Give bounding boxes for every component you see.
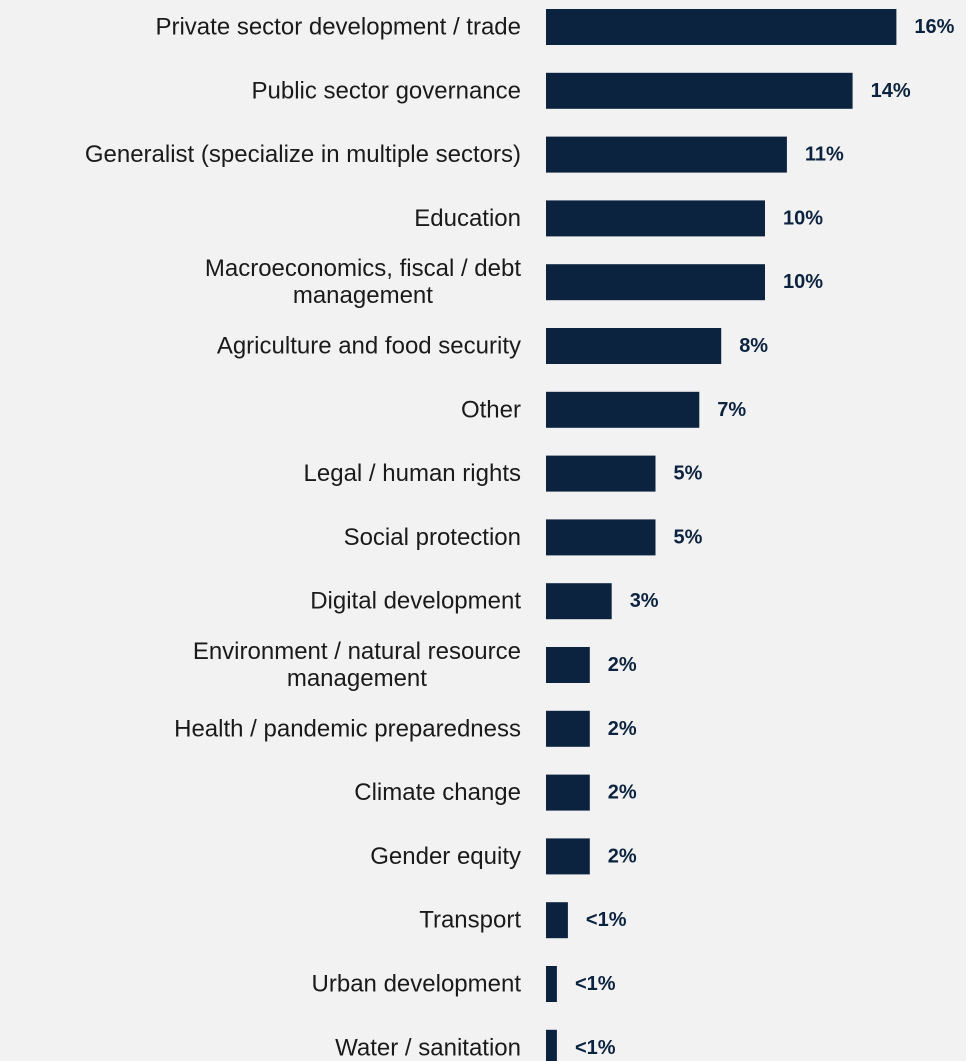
- bar: [546, 455, 656, 492]
- category-label: Gender equity: [370, 843, 521, 870]
- category-label: Climate change: [354, 779, 521, 806]
- bar: [546, 200, 765, 237]
- bar: [546, 328, 722, 364]
- category-label-line: Agriculture and food security: [217, 333, 521, 360]
- data-label: 2%: [608, 845, 637, 867]
- category-label-line: Other: [461, 396, 521, 423]
- category-label-line: Private sector development / trade: [155, 14, 521, 41]
- data-label: <1%: [575, 973, 616, 995]
- data-label: 3%: [630, 590, 659, 612]
- category-label: Legal / human rights: [304, 460, 521, 487]
- bar: [546, 966, 557, 1002]
- category-label: Other: [461, 396, 521, 423]
- category-label-line: Water / sanitation: [335, 1034, 521, 1061]
- category-label: Water / sanitation: [335, 1034, 521, 1061]
- data-label: <1%: [586, 909, 627, 931]
- bar: [546, 902, 568, 939]
- category-label-line: Generalist (specialize in multiple secto…: [85, 141, 521, 168]
- category-label-line: Macroeconomics, fiscal / debt: [205, 255, 521, 282]
- category-label-line: Gender equity: [370, 843, 521, 870]
- data-label: 14%: [871, 80, 911, 102]
- data-label: 16%: [914, 16, 954, 38]
- bar: [546, 838, 590, 875]
- data-label: 10%: [783, 271, 823, 293]
- category-label-line: Education: [414, 205, 521, 232]
- category-label: Education: [414, 205, 521, 232]
- category-label: Transport: [419, 907, 521, 934]
- category-label: Digital development: [310, 588, 521, 615]
- bar: [546, 9, 897, 45]
- bar: [546, 583, 612, 620]
- value-labels-group: 16% 14% 11% 10% 10% 8% 7% 5% 5% 3% 2% 2% 2% 2% <1% <1% <…: [575, 16, 955, 1059]
- bar: [546, 774, 590, 811]
- data-label: 8%: [739, 335, 768, 357]
- category-label: Urban development: [312, 971, 522, 998]
- data-label: 2%: [608, 782, 637, 804]
- bar: [546, 647, 590, 683]
- category-label-line: Health / pandemic preparedness: [174, 715, 521, 742]
- category-label-line: Transport: [419, 907, 521, 934]
- category-label-line: Environment / natural resource: [193, 638, 521, 665]
- category-label-line: Social protection: [344, 524, 521, 551]
- data-label: 5%: [674, 463, 703, 485]
- category-label-line: management: [287, 665, 427, 692]
- bars-group: [546, 9, 897, 1061]
- category-label-line: Legal / human rights: [304, 460, 521, 487]
- data-label: 5%: [674, 526, 703, 548]
- bar: [546, 391, 700, 428]
- data-label: 2%: [608, 718, 637, 740]
- category-label-line: management: [293, 282, 433, 309]
- category-label: Agriculture and food security: [217, 333, 521, 360]
- data-label: 7%: [717, 399, 746, 421]
- data-label: <1%: [575, 1037, 616, 1059]
- data-label: 11%: [805, 144, 844, 166]
- category-label-line: Digital development: [310, 588, 521, 615]
- category-label: Private sector development / trade: [155, 14, 521, 41]
- bar: [546, 1029, 557, 1061]
- bar: [546, 72, 853, 109]
- bar: [546, 264, 765, 301]
- category-label-line: Public sector governance: [252, 77, 521, 104]
- category-label: Generalist (specialize in multiple secto…: [85, 141, 521, 168]
- bar: [546, 710, 590, 747]
- category-label: Public sector governance: [252, 77, 521, 104]
- data-label: 2%: [608, 654, 637, 676]
- category-label: Health / pandemic preparedness: [174, 715, 521, 742]
- category-label-line: Climate change: [354, 779, 521, 806]
- category-label: Social protection: [344, 524, 521, 551]
- category-labels-group: Private sector development / trade Public…: [85, 14, 522, 1061]
- bar: [546, 519, 656, 556]
- bar: [546, 136, 787, 173]
- category-label-line: Urban development: [312, 971, 522, 998]
- data-label: 10%: [783, 207, 823, 229]
